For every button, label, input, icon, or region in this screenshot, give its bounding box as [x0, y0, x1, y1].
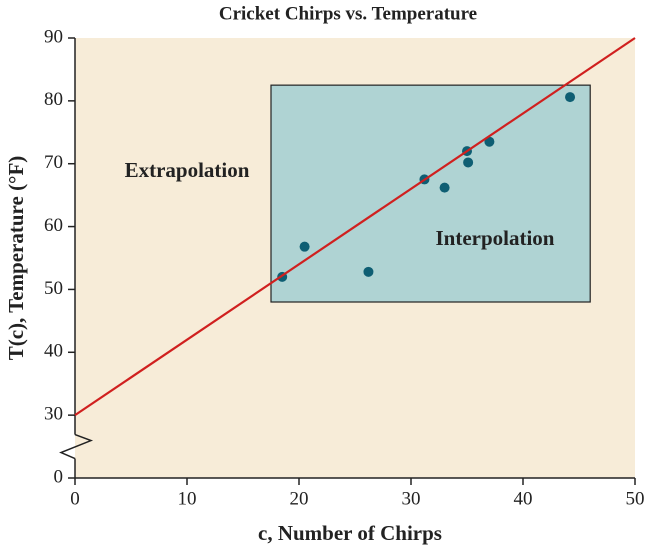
- axis-break: [59, 433, 94, 460]
- data-point: [565, 92, 576, 103]
- y-tick-label: 50: [44, 278, 63, 299]
- data-point: [484, 136, 495, 147]
- x-axis-label: c, Number of Chirps: [258, 521, 442, 545]
- fit-line: [74, 37, 636, 417]
- x-tick-label: 40: [514, 488, 533, 509]
- y-tick-label: 30: [44, 404, 63, 425]
- y-axis-label: T(c), Temperature (°F): [4, 156, 28, 361]
- interpolation-region: [270, 84, 591, 303]
- data-point: [463, 157, 474, 168]
- y-tick-label: 70: [44, 152, 63, 173]
- y-tick-label: 0: [54, 466, 64, 487]
- x-tick-label: 0: [70, 488, 80, 509]
- data-point: [363, 266, 374, 277]
- extrapolation-label: Extrapolation: [125, 158, 250, 182]
- data-point: [299, 241, 310, 252]
- y-tick-label: 80: [44, 89, 63, 110]
- chart-title: Cricket Chirps vs. Temperature: [219, 3, 477, 24]
- x-tick-label: 30: [402, 488, 421, 509]
- x-tick-label: 50: [626, 488, 645, 509]
- interpolation-label: Interpolation: [435, 226, 554, 250]
- y-tick-label: 60: [44, 215, 63, 236]
- x-tick-label: 10: [178, 488, 197, 509]
- y-tick-label: 90: [44, 26, 63, 47]
- y-tick-label: 40: [44, 341, 63, 362]
- data-point: [439, 182, 450, 193]
- x-tick-label: 20: [290, 488, 309, 509]
